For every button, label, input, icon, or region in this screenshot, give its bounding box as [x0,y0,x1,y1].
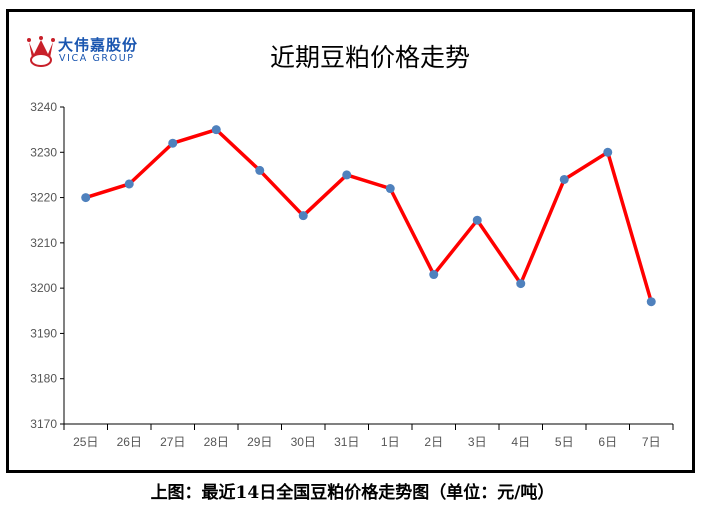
x-tick-label: 5日 [555,435,574,449]
y-tick-label: 3210 [30,236,57,250]
data-point [124,179,134,189]
x-tick-label: 3日 [468,435,487,449]
crown-logo-icon [27,36,55,67]
y-tick-label: 3170 [30,417,57,431]
data-point [385,184,395,194]
x-tick-label: 28日 [204,435,229,449]
data-point [168,138,178,148]
x-tick-label: 25日 [73,435,98,449]
x-tick-label: 7日 [642,435,661,449]
data-point [472,215,482,225]
data-point [559,174,569,184]
data-point [211,125,221,135]
data-point [603,147,613,157]
chart-caption: 上图：最近14日全国豆粕价格走势图（单位：元/吨） [150,483,555,503]
data-point [646,297,656,307]
x-tick-label: 2日 [424,435,443,449]
data-point [429,270,439,280]
price-line [85,127,653,303]
x-tick-label: 26日 [117,435,142,449]
x-tick-label: 1日 [381,435,400,449]
data-point [81,193,91,203]
y-tick-label: 3200 [30,281,57,295]
x-tick-label: 6日 [598,435,617,449]
logo-name-en: VICA GROUP [59,53,135,64]
x-tick-label: 29日 [247,435,272,449]
x-tick-label: 4日 [511,435,530,449]
data-point [342,170,352,180]
x-tick-label: 27日 [160,435,185,449]
data-point [516,279,526,289]
y-tick-label: 3240 [30,100,57,114]
chart-title: 近期豆粕价格走势 [269,43,470,72]
chart-frame [6,9,695,473]
y-tick-label: 3180 [30,372,57,386]
x-tick-label: 31日 [334,435,359,449]
data-point [255,165,265,175]
logo-name-cn: 大伟嘉股份 [58,36,139,54]
y-tick-label: 3220 [30,191,57,205]
y-tick-label: 3190 [30,326,57,340]
y-tick-label: 3230 [30,145,57,159]
data-point [298,211,308,221]
x-tick-label: 30日 [291,435,316,449]
